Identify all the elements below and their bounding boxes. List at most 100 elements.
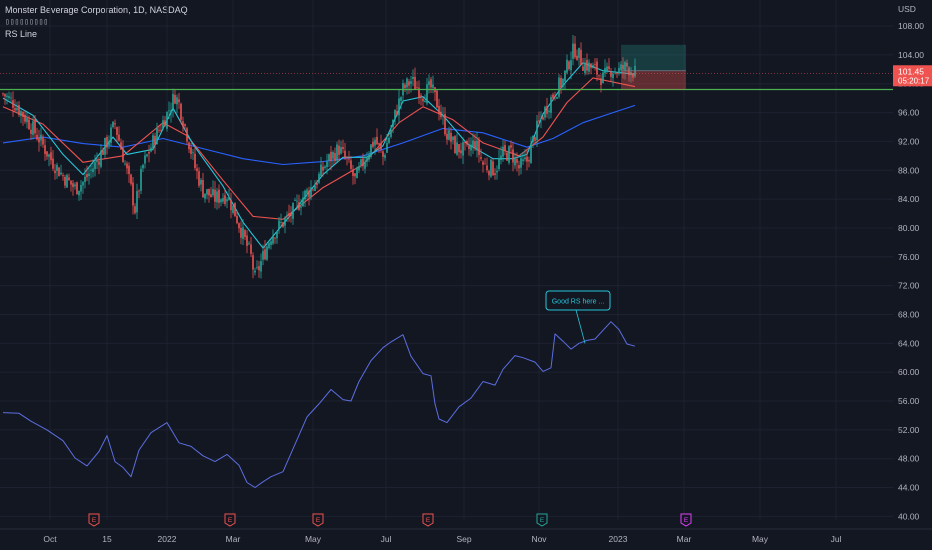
candle-body: [130, 174, 132, 184]
candle: [146, 153, 148, 158]
symbol-title[interactable]: Monster Beverage Corporation, 1D, NASDAQ: [5, 5, 188, 15]
candle: [244, 228, 246, 241]
candle: [416, 81, 418, 89]
candle: [470, 137, 472, 157]
candle-body: [460, 150, 462, 154]
candle-body: [72, 183, 74, 188]
candle: [622, 57, 624, 79]
candle: [458, 143, 460, 159]
candle: [560, 75, 562, 94]
candle-body: [410, 81, 412, 84]
candle-body: [576, 55, 578, 60]
candle-body: [396, 111, 398, 116]
candle: [196, 164, 198, 180]
price-tick-label: 64.00: [898, 338, 920, 348]
candle: [82, 180, 84, 194]
candle: [80, 179, 82, 201]
price-tick-label: 80.00: [898, 223, 920, 233]
candle-body: [56, 164, 58, 172]
candle: [192, 148, 194, 160]
candle: [52, 150, 54, 172]
candle-body: [14, 108, 16, 111]
candle-body: [344, 150, 346, 158]
time-tick-label: 2023: [609, 534, 628, 544]
candle-body: [78, 190, 80, 196]
time-tick-label: Jul: [831, 534, 842, 544]
candle-body: [162, 120, 164, 130]
candle: [98, 157, 100, 175]
candle: [260, 253, 262, 279]
candle-body: [290, 212, 292, 217]
candle: [246, 230, 248, 254]
candle-body: [618, 67, 620, 74]
candle-body: [42, 137, 44, 145]
candle-body: [342, 147, 344, 149]
candle-body: [64, 176, 66, 186]
candle-body: [564, 70, 566, 82]
price-tick-label: 96.00: [898, 108, 920, 118]
candle: [212, 180, 214, 198]
candle-body: [380, 143, 382, 150]
price-tick-label: 40.00: [898, 511, 920, 521]
candle-body: [596, 61, 598, 75]
candle-body: [524, 157, 526, 160]
candle-body: [192, 152, 194, 154]
candle: [118, 126, 120, 142]
candle-body: [66, 175, 68, 188]
candle-body: [114, 123, 116, 125]
candle: [290, 206, 292, 223]
candle: [202, 172, 204, 198]
candle: [422, 97, 424, 107]
candle: [68, 173, 70, 182]
annotation-pointer: [575, 309, 586, 344]
candle: [300, 198, 302, 216]
candle-body: [144, 155, 146, 164]
candle-body: [24, 114, 26, 122]
candle-body: [498, 158, 500, 170]
candle: [30, 123, 32, 140]
candle-body: [506, 152, 508, 161]
candle-body: [420, 95, 422, 98]
candle-body: [254, 270, 256, 273]
candle-body: [80, 185, 82, 192]
candle-body: [232, 205, 234, 213]
candle-body: [152, 135, 154, 149]
candle: [480, 148, 482, 162]
candle: [142, 163, 144, 173]
candle: [46, 151, 48, 160]
candle: [252, 252, 254, 279]
candle-body: [456, 142, 458, 155]
candle-body: [184, 124, 186, 127]
indicator-name[interactable]: RS Line: [5, 29, 38, 39]
candle-body: [8, 96, 10, 99]
earnings-marker: E: [224, 513, 236, 527]
candle-body: [142, 164, 144, 169]
candle: [66, 173, 68, 188]
candle-body: [224, 195, 226, 204]
price-tick-label: 108.00: [898, 21, 924, 31]
candle: [64, 174, 66, 189]
price-axis[interactable]: 108.00104.00100.0096.0092.0088.0084.0080…: [893, 4, 932, 521]
candle-body: [348, 158, 350, 160]
candle: [450, 127, 452, 150]
candle: [310, 180, 312, 201]
time-axis[interactable]: Oct 15 2022 Mar May Jul Sep Nov 2023 Mar May Jul: [0, 528, 932, 544]
candle-body: [416, 87, 418, 89]
candle: [472, 133, 474, 155]
candle-body: [216, 191, 218, 203]
candle-body: [230, 199, 232, 211]
candle: [390, 124, 392, 139]
time-tick-label: 15: [102, 534, 112, 544]
candle-body: [552, 94, 554, 98]
candle: [528, 156, 530, 168]
candle: [608, 58, 610, 72]
candle-body: [100, 150, 102, 167]
candle: [336, 141, 338, 163]
candle-body: [568, 61, 570, 70]
candle-body: [244, 230, 246, 238]
candle: [334, 147, 336, 165]
candle: [370, 144, 372, 159]
candle-body: [278, 220, 280, 230]
